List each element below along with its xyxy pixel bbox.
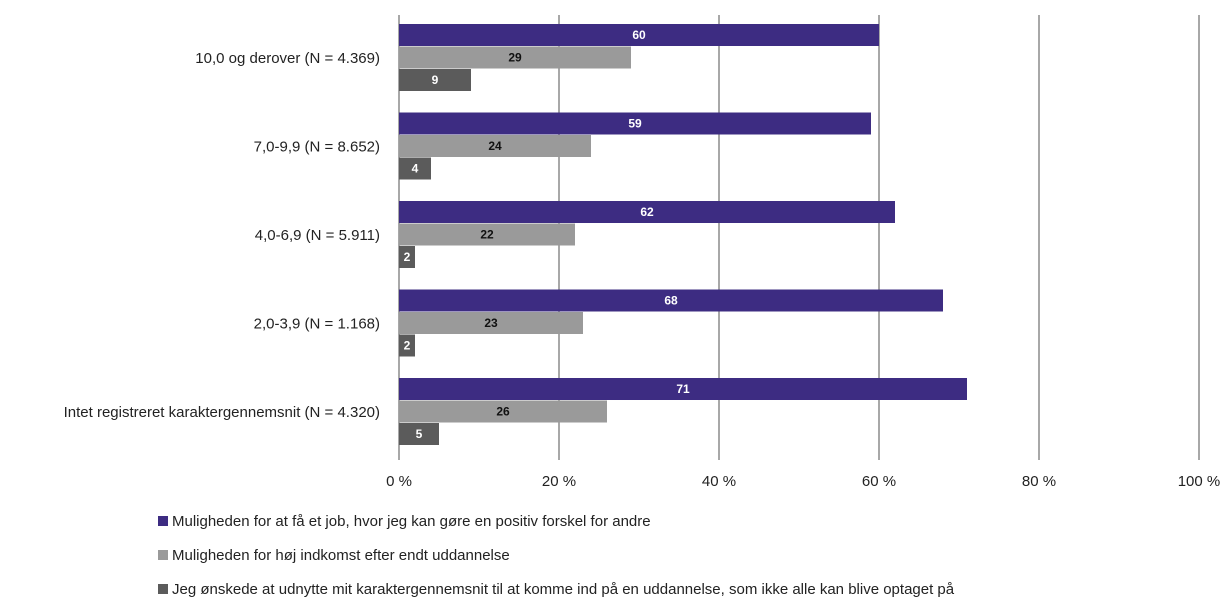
category-label: 4,0-6,9 (N = 5.911) xyxy=(255,227,380,244)
legend-swatch xyxy=(158,584,168,594)
legend-item: Muligheden for at få et job, hvor jeg ka… xyxy=(158,512,954,530)
bar xyxy=(399,157,431,180)
category-labels: 10,0 og derover (N = 4.369) 7,0-9,9 (N = … xyxy=(64,50,380,421)
bar xyxy=(399,289,943,312)
bar xyxy=(399,46,631,69)
data-label: 4 xyxy=(412,162,419,176)
bar xyxy=(399,378,967,400)
legend-item: Muligheden for høj indkomst efter endt u… xyxy=(158,546,954,564)
bar xyxy=(399,334,415,357)
data-label: 23 xyxy=(484,316,498,330)
x-tick-label: 80 % xyxy=(1022,473,1056,490)
bar xyxy=(399,69,471,91)
bar xyxy=(399,312,583,334)
bar xyxy=(399,246,415,268)
bar xyxy=(399,201,895,223)
bar xyxy=(399,423,439,445)
data-label: 68 xyxy=(664,294,678,308)
legend-label: Muligheden for at få et job, hvor jeg ka… xyxy=(172,512,651,530)
bar xyxy=(399,112,871,135)
x-tick-label: 100 % xyxy=(1178,473,1221,490)
legend-swatch xyxy=(158,516,168,526)
x-tick-label: 0 % xyxy=(386,473,412,490)
bar xyxy=(399,135,591,157)
data-label: 5 xyxy=(416,427,423,441)
data-label: 59 xyxy=(628,117,642,131)
data-label: 9 xyxy=(432,73,439,87)
category-label: Intet registreret karaktergennemsnit (N … xyxy=(64,404,380,421)
data-label: 2 xyxy=(404,250,411,264)
category-label: 2,0-3,9 (N = 1.168) xyxy=(254,315,380,332)
category-label: 7,0-9,9 (N = 8.652) xyxy=(254,138,380,155)
bar xyxy=(399,24,879,46)
category-label: 10,0 og derover (N = 4.369) xyxy=(195,50,380,67)
bar xyxy=(399,400,607,423)
x-tick-label: 20 % xyxy=(542,473,576,490)
data-label: 29 xyxy=(508,51,522,65)
bars xyxy=(399,24,967,445)
data-label: 62 xyxy=(640,205,654,219)
legend-item: Jeg ønskede at udnytte mit karaktergenne… xyxy=(158,580,955,598)
data-label: 22 xyxy=(480,228,494,242)
legend: Muligheden for at få et job, hvor jeg ka… xyxy=(158,513,954,615)
data-label: 60 xyxy=(632,28,646,42)
legend-label: Muligheden for høj indkomst efter endt u… xyxy=(172,546,510,564)
bar xyxy=(399,223,575,246)
data-label: 26 xyxy=(496,405,510,419)
data-label: 2 xyxy=(404,339,411,353)
x-tick-label: 40 % xyxy=(702,473,736,490)
data-label: 71 xyxy=(676,382,690,396)
legend-label: Jeg ønskede at udnytte mit karaktergenne… xyxy=(172,580,955,598)
x-axis-tick-labels: 0 % 20 % 40 % 60 % 80 % 100 % xyxy=(386,473,1220,490)
data-label: 24 xyxy=(488,139,502,153)
legend-swatch xyxy=(158,550,168,560)
x-tick-label: 60 % xyxy=(862,473,896,490)
